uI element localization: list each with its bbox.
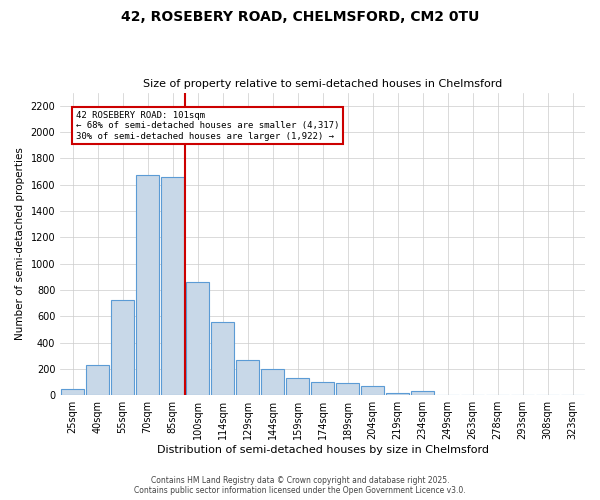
Bar: [286, 378, 309, 395]
Text: 42 ROSEBERY ROAD: 101sqm
← 68% of semi-detached houses are smaller (4,317)
30% o: 42 ROSEBERY ROAD: 101sqm ← 68% of semi-d…: [76, 111, 339, 141]
Bar: [112, 300, 134, 395]
Bar: [86, 365, 109, 395]
Bar: [61, 388, 84, 395]
Text: 42, ROSEBERY ROAD, CHELMSFORD, CM2 0TU: 42, ROSEBERY ROAD, CHELMSFORD, CM2 0TU: [121, 10, 479, 24]
Bar: [262, 369, 284, 395]
Bar: [161, 177, 184, 395]
Y-axis label: Number of semi-detached properties: Number of semi-detached properties: [15, 148, 25, 340]
Bar: [136, 176, 159, 395]
Bar: [386, 392, 409, 395]
Bar: [211, 322, 234, 395]
Bar: [187, 282, 209, 395]
Bar: [337, 384, 359, 395]
Bar: [361, 386, 384, 395]
Text: Contains HM Land Registry data © Crown copyright and database right 2025.
Contai: Contains HM Land Registry data © Crown c…: [134, 476, 466, 495]
Title: Size of property relative to semi-detached houses in Chelmsford: Size of property relative to semi-detach…: [143, 79, 502, 89]
X-axis label: Distribution of semi-detached houses by size in Chelmsford: Distribution of semi-detached houses by …: [157, 445, 488, 455]
Bar: [412, 392, 434, 395]
Bar: [311, 382, 334, 395]
Bar: [236, 360, 259, 395]
